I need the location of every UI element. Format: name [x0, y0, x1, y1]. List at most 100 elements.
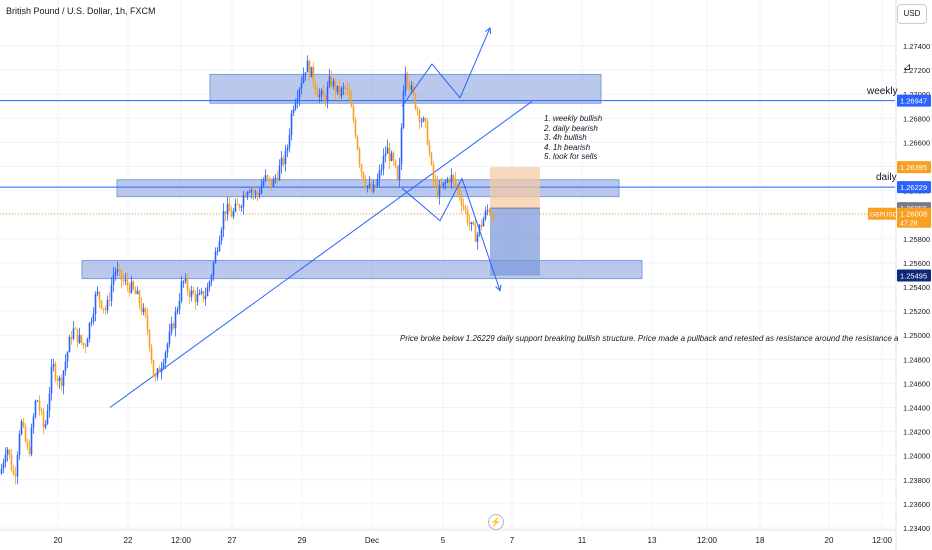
candle-body [362, 171, 365, 181]
candle-body [116, 269, 119, 272]
candle-body [486, 210, 489, 212]
candle-body [386, 147, 389, 154]
candle-body [254, 192, 257, 194]
candle-body [428, 144, 431, 154]
candle-body [374, 184, 377, 187]
y-tick-label: 1.25600 [903, 259, 930, 268]
currency-button[interactable]: USD [897, 4, 927, 24]
candle-body [316, 90, 319, 98]
candle-body [76, 328, 79, 343]
low-price-tag: 1.25495 [900, 272, 927, 281]
note-line: 2. daily bearish [544, 123, 598, 133]
x-tick-label: 12:00 [872, 536, 893, 545]
candle-body [200, 291, 203, 294]
candle-body [492, 214, 495, 220]
candle-body [408, 83, 411, 90]
candle-body [86, 338, 89, 347]
candle-body [88, 322, 91, 339]
candle-body [326, 86, 329, 103]
zone-rectangle[interactable] [81, 259, 643, 280]
candle-body [482, 218, 485, 227]
candle-body [154, 376, 157, 378]
candle-body [152, 359, 155, 377]
candle-body [234, 203, 237, 212]
candle-body [294, 103, 297, 110]
candle-body [210, 275, 213, 282]
candle-body [262, 180, 265, 186]
candle-body [216, 251, 219, 253]
candle-body [442, 182, 445, 187]
candle-body [438, 185, 441, 197]
note-line: 5. look for sells [544, 152, 598, 162]
projection-up-path-arrowhead [484, 26, 492, 34]
candle-body [12, 470, 15, 475]
candle-body [416, 108, 419, 111]
candle-body [470, 222, 473, 225]
y-tick-label: 1.25800 [903, 235, 930, 244]
projection-down-path-arrowhead [495, 284, 502, 292]
candle-body [166, 344, 169, 353]
candle-body [466, 209, 469, 223]
candle-body [422, 118, 425, 122]
y-tick-label: 1.25000 [903, 331, 930, 340]
trendline[interactable] [109, 101, 533, 408]
candle-body [490, 213, 493, 215]
candle-body [26, 441, 29, 448]
note-line: 3. 4h bullish [544, 133, 587, 143]
candle-body [350, 99, 353, 107]
candle-body [436, 181, 439, 197]
candle-body [30, 427, 33, 455]
candle-body [488, 210, 491, 214]
projection-down-path[interactable] [401, 177, 501, 291]
candle-body [226, 203, 229, 215]
candle-body [40, 410, 43, 412]
daily-price-tag: 1.26229 [900, 183, 927, 192]
candle-body [78, 334, 81, 343]
candle-body [42, 411, 45, 428]
take-profit-zone[interactable] [490, 208, 540, 276]
candle-body [46, 410, 49, 425]
candle-body [144, 308, 147, 316]
projection-up-path[interactable] [401, 27, 491, 107]
candle-body [414, 93, 417, 109]
candle-body [390, 152, 393, 162]
weekly-price-tag-bg [897, 94, 931, 107]
candle-body [452, 174, 455, 179]
candle-body [282, 157, 285, 165]
candle-body [330, 76, 333, 87]
candle-body [178, 300, 181, 310]
candle-body [34, 400, 37, 417]
note-line: 1. weekly bullish [544, 114, 603, 123]
candle-body [208, 281, 211, 288]
stop-loss-zone[interactable] [490, 167, 540, 209]
candle-body [180, 281, 183, 301]
candle-body [196, 294, 199, 302]
candle-body [400, 127, 403, 165]
candle-body [314, 83, 317, 91]
candle-body [256, 192, 259, 195]
candle-body [114, 271, 117, 275]
candle-body [480, 224, 483, 227]
candle-body [318, 94, 321, 98]
candle-body [448, 179, 451, 183]
candle-body [324, 96, 327, 103]
candle-body [426, 121, 429, 145]
candle-body [388, 147, 391, 162]
candle-body [48, 393, 51, 411]
candle-body [70, 337, 73, 339]
candle-body [370, 183, 373, 192]
symbol-title[interactable]: British Pound / U.S. Dollar, 1h, FXCM [6, 6, 156, 16]
y-tick-label: 1.23400 [903, 524, 930, 533]
candle-body [54, 364, 57, 379]
zone-rectangle[interactable] [116, 179, 620, 198]
candle-body [106, 299, 109, 311]
candle-body [36, 400, 39, 402]
candle-body [280, 157, 283, 166]
candle-body [160, 367, 163, 373]
candle-body [32, 416, 35, 428]
candle-body [94, 294, 97, 314]
candle-body [8, 449, 11, 455]
lightning-icon[interactable]: ⚡ [488, 514, 504, 530]
candle-body [360, 164, 363, 172]
